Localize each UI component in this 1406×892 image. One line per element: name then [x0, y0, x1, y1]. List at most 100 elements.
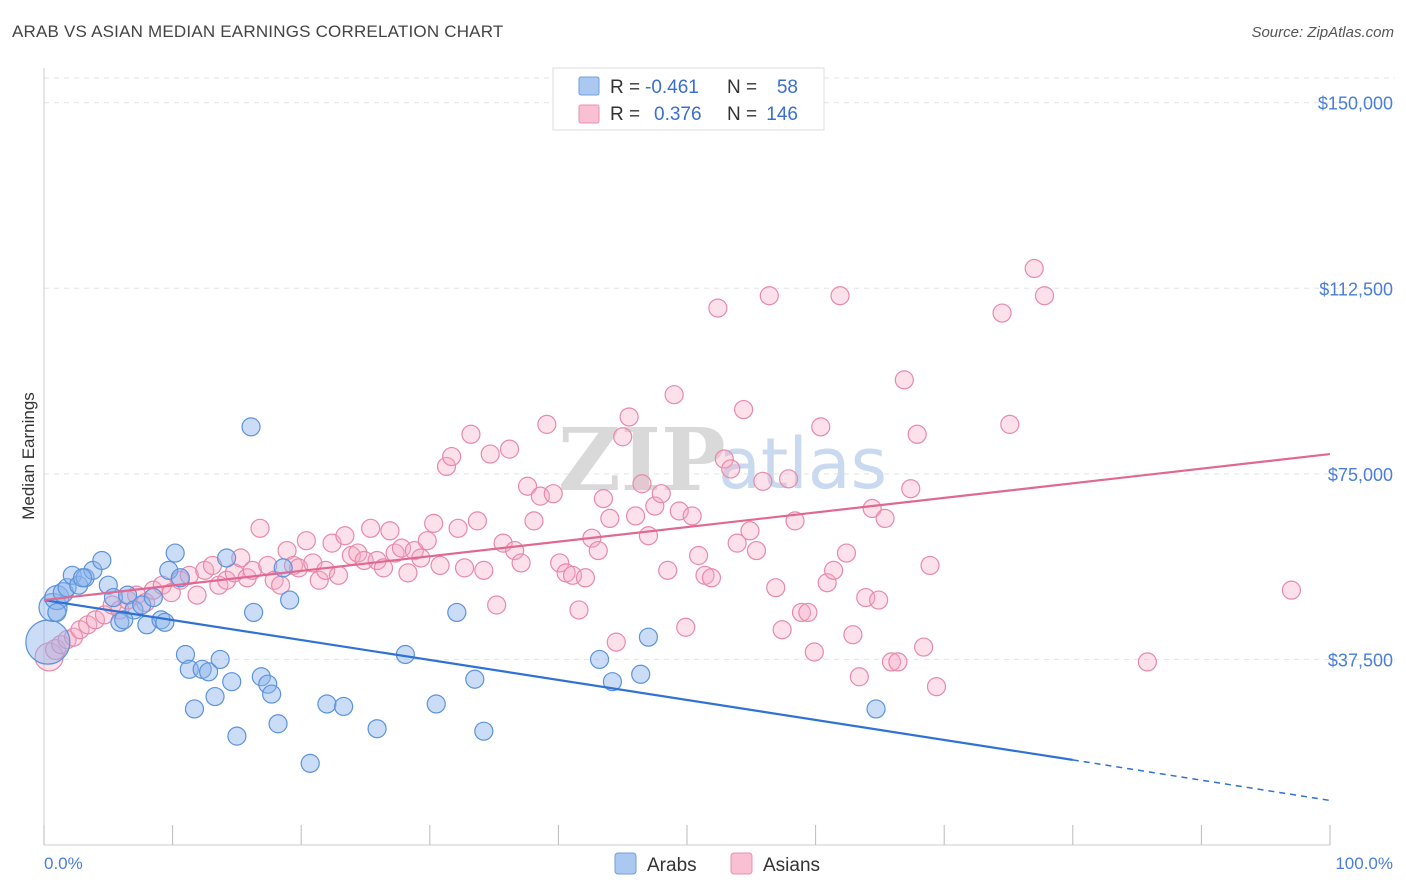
arab-point	[143, 587, 163, 608]
asian-point	[424, 513, 444, 533]
asian-point	[843, 625, 863, 645]
asian-point	[1034, 286, 1055, 306]
asian-point	[746, 540, 767, 561]
asian-point	[461, 424, 481, 444]
arab-point	[72, 568, 93, 588]
asian-point	[664, 385, 684, 405]
asian-point	[467, 511, 487, 531]
asian-point	[550, 553, 570, 573]
asian-point	[676, 617, 696, 637]
asian-point	[1281, 580, 1302, 600]
asian-point	[740, 521, 760, 541]
asian-point	[804, 642, 824, 662]
asian-point	[296, 531, 316, 551]
arab-point	[155, 612, 175, 632]
arab-trend-line	[43, 598, 1073, 761]
arab-point	[175, 644, 196, 665]
asian-point	[454, 558, 475, 578]
y-tick-label: $37,500	[1328, 650, 1393, 670]
legend-n-value-asians: 146	[766, 104, 798, 125]
asian-point	[436, 456, 457, 477]
asian-point	[914, 637, 934, 657]
trendlines	[43, 452, 1331, 802]
x-ticks	[43, 825, 1331, 845]
legend-n-value-arabs: 58	[777, 77, 798, 98]
legend-n-label-arabs: N =	[727, 77, 757, 98]
arab-point	[205, 686, 225, 707]
asian-point	[894, 370, 914, 390]
arab-point	[638, 627, 659, 647]
arab-point	[426, 694, 446, 714]
asian-points	[34, 258, 1302, 697]
asian-point	[701, 568, 722, 588]
asian-point	[404, 540, 424, 561]
x-tick-label-min: 0.0%	[44, 854, 83, 873]
arab-point	[268, 714, 288, 734]
asian-point	[543, 484, 563, 504]
arab-point	[199, 662, 219, 682]
asian-point	[901, 479, 921, 499]
arab-point	[602, 672, 623, 692]
legend-bottom: Arabs Asians	[614, 852, 820, 876]
asian-point	[881, 652, 902, 672]
asian-point	[44, 638, 67, 661]
asian-point	[328, 565, 349, 585]
arab-point	[222, 672, 242, 692]
asian-point	[361, 518, 381, 538]
asian-point	[926, 677, 947, 697]
asian-point	[373, 558, 394, 578]
arab-point	[447, 602, 467, 623]
asian-point	[231, 548, 251, 568]
asian-point	[920, 555, 940, 576]
arab-point	[244, 602, 264, 623]
asian-point	[600, 508, 620, 529]
y-tick-label: $150,000	[1318, 94, 1393, 114]
asian-point	[385, 543, 405, 563]
asian-point	[398, 563, 418, 583]
asian-point	[638, 526, 659, 546]
asian-point	[593, 489, 614, 509]
source-credit: Source: ZipAtlas.com	[1251, 24, 1394, 41]
asian-point	[524, 511, 544, 531]
arab-point	[165, 543, 185, 563]
watermark-zip: ZIP	[558, 410, 726, 511]
asian-point	[753, 471, 773, 491]
arab-point	[317, 694, 337, 714]
asian-point	[759, 286, 779, 306]
asian-point	[645, 496, 665, 516]
y-tick-label: $112,500	[1319, 279, 1393, 299]
asian-point	[1000, 414, 1020, 434]
asian-point	[335, 526, 355, 546]
asian-point	[588, 540, 608, 561]
asian-point	[511, 553, 531, 573]
asian-point	[714, 449, 734, 469]
legend-swatch-asians	[578, 104, 600, 124]
asian-point	[727, 533, 747, 553]
arab-trend-extension	[1072, 759, 1331, 802]
asian-point	[1137, 652, 1157, 672]
asian-point	[250, 518, 270, 538]
asian-point	[875, 508, 895, 529]
arab-point	[159, 560, 179, 580]
chart-title: ARAB VS ASIAN MEDIAN EARNINGS CORRELATIO…	[12, 22, 504, 41]
arab-point	[217, 548, 237, 568]
arab-point	[98, 575, 118, 595]
asian-point	[992, 303, 1012, 323]
asian-point	[417, 531, 437, 551]
asian-point	[849, 667, 869, 687]
asian-point	[613, 427, 633, 447]
y-tick-labels: $37,500 $75,000 $112,500 $150,000	[1318, 94, 1393, 671]
legend-r-label-arabs: R =	[610, 77, 640, 98]
asian-point	[688, 545, 709, 566]
asian-trend-line	[43, 452, 1331, 602]
arab-point	[92, 550, 112, 571]
asian-point	[348, 543, 368, 563]
arab-point	[210, 649, 230, 670]
arab-point	[280, 590, 300, 610]
watermark: ZIP atlas	[558, 410, 887, 511]
asian-point	[316, 560, 336, 580]
asian-point	[380, 521, 400, 541]
arab-point	[589, 649, 610, 670]
legend-r-value-asians: 0.376	[654, 104, 702, 125]
asian-point	[708, 298, 728, 318]
